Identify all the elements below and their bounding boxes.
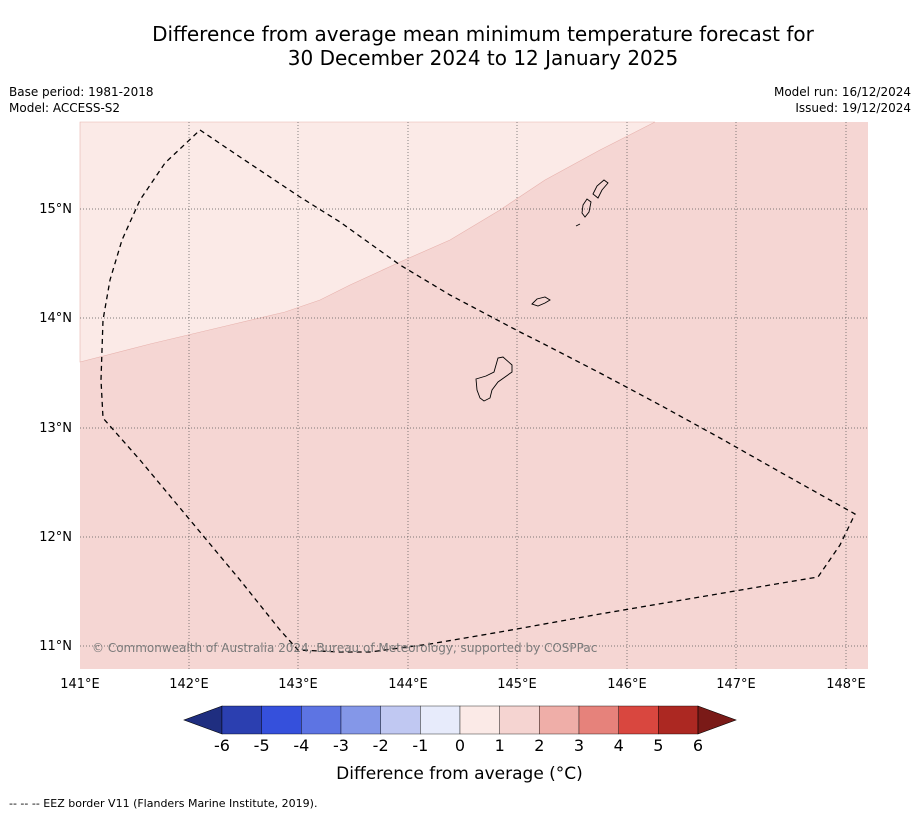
lon-label: 145°E xyxy=(497,677,537,692)
colorbar-swatch xyxy=(459,705,500,735)
latitude-gridlines xyxy=(80,208,868,647)
meta-right: Model run: 16/12/2024 Issued: 19/12/2024 xyxy=(774,84,911,116)
colorbar-swatch xyxy=(380,705,421,735)
copyright-notice: © Commonwealth of Australia 2024, Bureau… xyxy=(92,641,598,655)
colorbar-swatch xyxy=(420,705,461,735)
colorbar xyxy=(183,705,737,735)
colorbar-label: Difference from average (°C) xyxy=(336,764,583,784)
longitude-labels: 141°E 142°E 143°E 144°E 145°E 146°E 147°… xyxy=(60,677,866,692)
eez-border xyxy=(100,129,856,653)
lon-label: 146°E xyxy=(607,677,647,692)
colorbar-extend-low xyxy=(183,705,223,735)
longitude-gridlines xyxy=(188,122,847,669)
colorbar-tick-label: 2 xyxy=(534,736,545,755)
aguijan-island xyxy=(575,223,581,227)
colorbar-swatch xyxy=(301,705,342,735)
tinian-island xyxy=(581,198,592,218)
lon-label: 147°E xyxy=(716,677,756,692)
colorbar-tick-label: -3 xyxy=(333,736,349,755)
colorbar-tick-label: -2 xyxy=(372,736,389,755)
colorbar-extend-high xyxy=(697,705,737,735)
colorbar-swatch xyxy=(578,705,619,735)
colorbar-tick-label: -6 xyxy=(214,736,230,755)
lon-label: 148°E xyxy=(826,677,866,692)
colorbar-tick-label: 0 xyxy=(454,736,466,755)
lat-label: 13°N xyxy=(39,421,72,436)
saipan-island xyxy=(592,179,609,199)
colorbar-swatch xyxy=(539,705,580,735)
eez-legend-note: -- -- -- EEZ border V11 (Flanders Marine… xyxy=(9,797,318,810)
colorbar-tick-label: -1 xyxy=(412,736,429,755)
latitude-labels: 15°N 14°N 13°N 12°N 11°N xyxy=(39,202,72,654)
map-title: Difference from average mean minimum tem… xyxy=(0,22,919,70)
colorbar-swatch xyxy=(658,705,699,735)
lat-label: 12°N xyxy=(39,530,72,545)
colorbar-tick-label: -4 xyxy=(293,736,310,755)
colorbar-swatch xyxy=(499,705,540,735)
colorbar-swatch xyxy=(340,705,381,735)
colorbar-tick-label: 6 xyxy=(692,736,704,755)
lat-label: 15°N xyxy=(39,202,72,217)
meta-left: Base period: 1981-2018 Model: ACCESS-S2 xyxy=(9,84,154,116)
colorbar-swatch xyxy=(618,705,659,735)
colorbar-swatch xyxy=(261,705,302,735)
rota-island xyxy=(531,296,551,307)
lon-label: 144°E xyxy=(388,677,428,692)
issued-date: Issued: 19/12/2024 xyxy=(795,101,911,115)
lon-label: 143°E xyxy=(278,677,318,692)
lat-label: 11°N xyxy=(39,639,72,654)
model-run: Model run: 16/12/2024 xyxy=(773,85,911,99)
colorbar-tick-label: 1 xyxy=(494,736,505,755)
colorbar-tick-label: 4 xyxy=(613,736,624,755)
guam-island xyxy=(475,356,513,402)
lon-label: 142°E xyxy=(169,677,209,692)
title-line-1: Difference from average mean minimum tem… xyxy=(152,22,814,46)
colorbar-tick-label: -5 xyxy=(253,736,270,755)
lat-label: 14°N xyxy=(39,311,72,326)
colorbar-swatch xyxy=(221,705,262,735)
title-line-2: 30 December 2024 to 12 January 2025 xyxy=(287,46,679,70)
model-name: Model: ACCESS-S2 xyxy=(9,101,121,115)
colorbar-tick-label: 3 xyxy=(573,736,585,755)
lon-label: 141°E xyxy=(60,677,100,692)
base-period: Base period: 1981-2018 xyxy=(9,85,154,99)
colorbar-tick-label: 5 xyxy=(653,736,664,755)
